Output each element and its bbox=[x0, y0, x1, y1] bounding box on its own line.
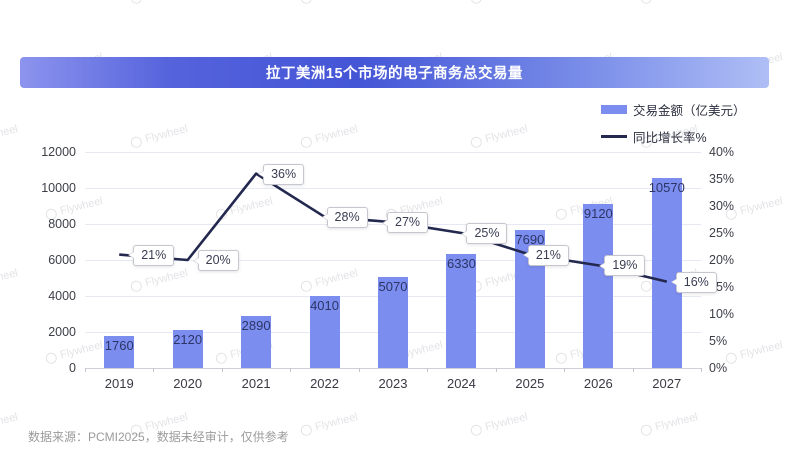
y-axis-tick-left: 12000 bbox=[41, 145, 76, 159]
y-axis-tick-right: 5% bbox=[709, 334, 728, 348]
growth-callout: 21% bbox=[527, 244, 569, 266]
y-axis-tick-right: 0% bbox=[709, 361, 728, 375]
y-axis-tick-right: 40% bbox=[709, 145, 735, 159]
bar-value-label: 2120 bbox=[173, 331, 203, 347]
bar bbox=[583, 203, 614, 368]
y-axis-tick-right: 20% bbox=[709, 253, 735, 267]
chart-legend: 交易金额（亿美元） 同比增长率% bbox=[601, 100, 746, 146]
growth-callout: 27% bbox=[387, 212, 429, 234]
legend-item-line: 同比增长率% bbox=[601, 127, 746, 146]
y-axis-tick-left: 2000 bbox=[48, 325, 76, 339]
x-axis-label: 2020 bbox=[173, 376, 203, 391]
bar bbox=[446, 254, 477, 368]
chart-title-banner: 拉丁美洲15个市场的电子商务总交易量 bbox=[20, 57, 769, 88]
y-axis-tick-right: 35% bbox=[709, 172, 735, 186]
x-axis-label: 2026 bbox=[583, 376, 613, 391]
y-axis-tick-left: 10000 bbox=[41, 181, 76, 195]
x-axis-label: 2022 bbox=[310, 376, 339, 391]
x-axis-tick bbox=[85, 368, 86, 372]
x-axis-label: 2019 bbox=[104, 376, 134, 391]
growth-callout: 21% bbox=[133, 244, 175, 266]
bar bbox=[309, 295, 340, 368]
bar bbox=[241, 315, 272, 368]
bar-value-label: 6330 bbox=[446, 256, 476, 272]
bar bbox=[378, 276, 408, 368]
y-axis-tick-right: 25% bbox=[709, 226, 735, 240]
growth-callout: 36% bbox=[263, 163, 305, 185]
data-source-note: 数据来源：PCMI2025，数据未经审计，仅供参考 bbox=[28, 430, 289, 444]
bar-swatch-icon bbox=[601, 105, 627, 114]
bar-value-label: 2890 bbox=[241, 317, 271, 333]
growth-callout: 25% bbox=[466, 223, 508, 244]
bar-value-label: 7690 bbox=[515, 231, 545, 247]
bar-value-label: 9120 bbox=[583, 205, 613, 221]
x-axis-tick bbox=[495, 368, 497, 372]
gridline bbox=[85, 187, 701, 189]
x-axis-baseline bbox=[85, 367, 701, 369]
y-axis-tick-right: 30% bbox=[709, 199, 735, 213]
x-axis-tick bbox=[632, 368, 634, 372]
x-axis-tick bbox=[427, 368, 429, 372]
bar-value-label: 1760 bbox=[104, 338, 134, 354]
x-axis-label: 2025 bbox=[515, 376, 545, 391]
bar bbox=[104, 336, 135, 368]
bar-value-label: 10570 bbox=[648, 179, 685, 195]
bar-value-label: 5070 bbox=[378, 278, 408, 294]
x-axis-tick bbox=[564, 368, 566, 372]
x-axis-tick bbox=[221, 368, 223, 372]
legend-line-label: 同比增长率% bbox=[633, 131, 707, 145]
bar-value-label: 4010 bbox=[310, 297, 339, 313]
x-axis-tick bbox=[358, 368, 360, 372]
growth-callout: 28% bbox=[326, 206, 368, 228]
line-swatch-icon bbox=[601, 135, 627, 138]
y-axis-tick-left: 8000 bbox=[48, 217, 76, 231]
growth-callout: 19% bbox=[604, 255, 646, 277]
gridline bbox=[85, 151, 701, 153]
x-axis-label: 2027 bbox=[652, 376, 682, 391]
x-axis-tick bbox=[701, 368, 702, 372]
x-axis-tick bbox=[153, 368, 155, 372]
x-axis-label: 2024 bbox=[446, 376, 476, 391]
legend-item-bar: 交易金额（亿美元） bbox=[601, 100, 746, 119]
gridline bbox=[85, 259, 701, 261]
y-axis-tick-right: 10% bbox=[709, 307, 735, 321]
x-axis-tick bbox=[290, 368, 292, 372]
page-title: 拉丁美洲15个市场的电子商务总交易量 bbox=[265, 66, 524, 82]
x-axis-label: 2021 bbox=[241, 376, 271, 391]
y-axis-tick-left: 6000 bbox=[48, 253, 76, 267]
growth-callout: 20% bbox=[197, 250, 239, 271]
growth-callout: 16% bbox=[675, 271, 717, 293]
x-axis-label: 2023 bbox=[378, 376, 408, 391]
bar bbox=[172, 329, 203, 368]
y-axis-tick-left: 4000 bbox=[48, 289, 76, 303]
y-axis-tick-left: 0 bbox=[69, 361, 76, 375]
legend-bar-label: 交易金额（亿美元） bbox=[633, 104, 746, 118]
